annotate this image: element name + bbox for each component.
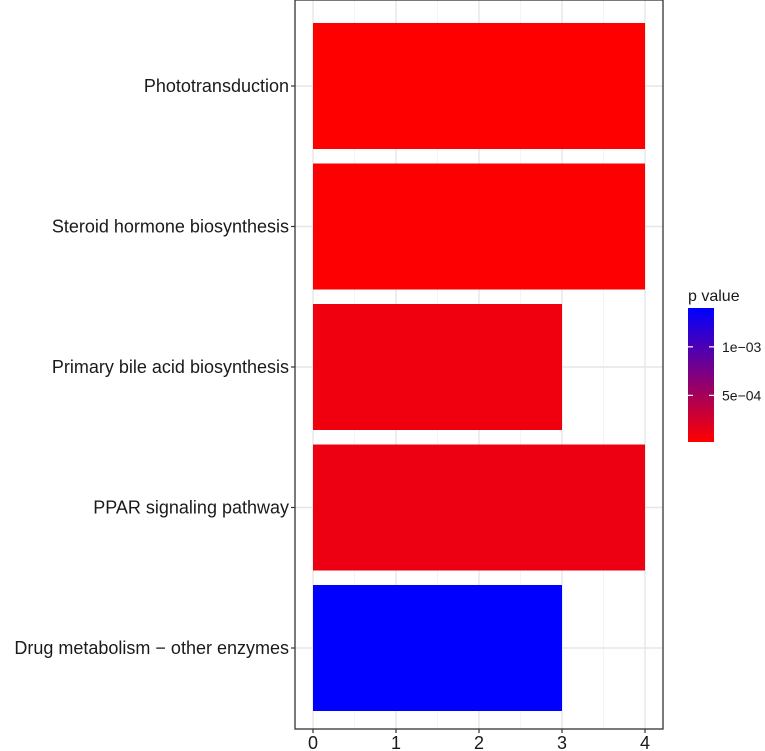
bar [313,304,562,430]
y-tick-label: Phototransduction [144,76,289,96]
bar [313,444,645,571]
bar [313,163,645,290]
y-tick-label: PPAR signaling pathway [93,498,289,518]
bar [313,23,645,149]
y-tick-label: Primary bile acid biosynthesis [52,357,289,377]
legend: p value 1e−03 5e−04 [688,288,762,442]
x-tick-label: 0 [308,733,318,751]
x-tick-label: 2 [474,733,484,751]
bars [313,23,645,711]
legend-tick-label: 1e−03 [722,339,762,355]
x-tick-label: 4 [640,733,650,751]
y-axis-labels: Phototransduction Steroid hormone biosynt… [14,76,295,658]
x-axis-ticks: 0 1 2 3 4 [308,729,650,751]
legend-colorbar [688,308,714,442]
y-tick-label: Drug metabolism − other enzymes [14,638,289,658]
legend-tick-label: 5e−04 [722,387,762,403]
x-tick-label: 3 [557,733,567,751]
legend-title: p value [688,288,740,305]
x-tick-label: 1 [391,733,401,751]
bar [313,585,562,711]
legend-ticks: 1e−03 5e−04 [688,339,762,403]
y-tick-label: Steroid hormone biosynthesis [52,217,289,237]
